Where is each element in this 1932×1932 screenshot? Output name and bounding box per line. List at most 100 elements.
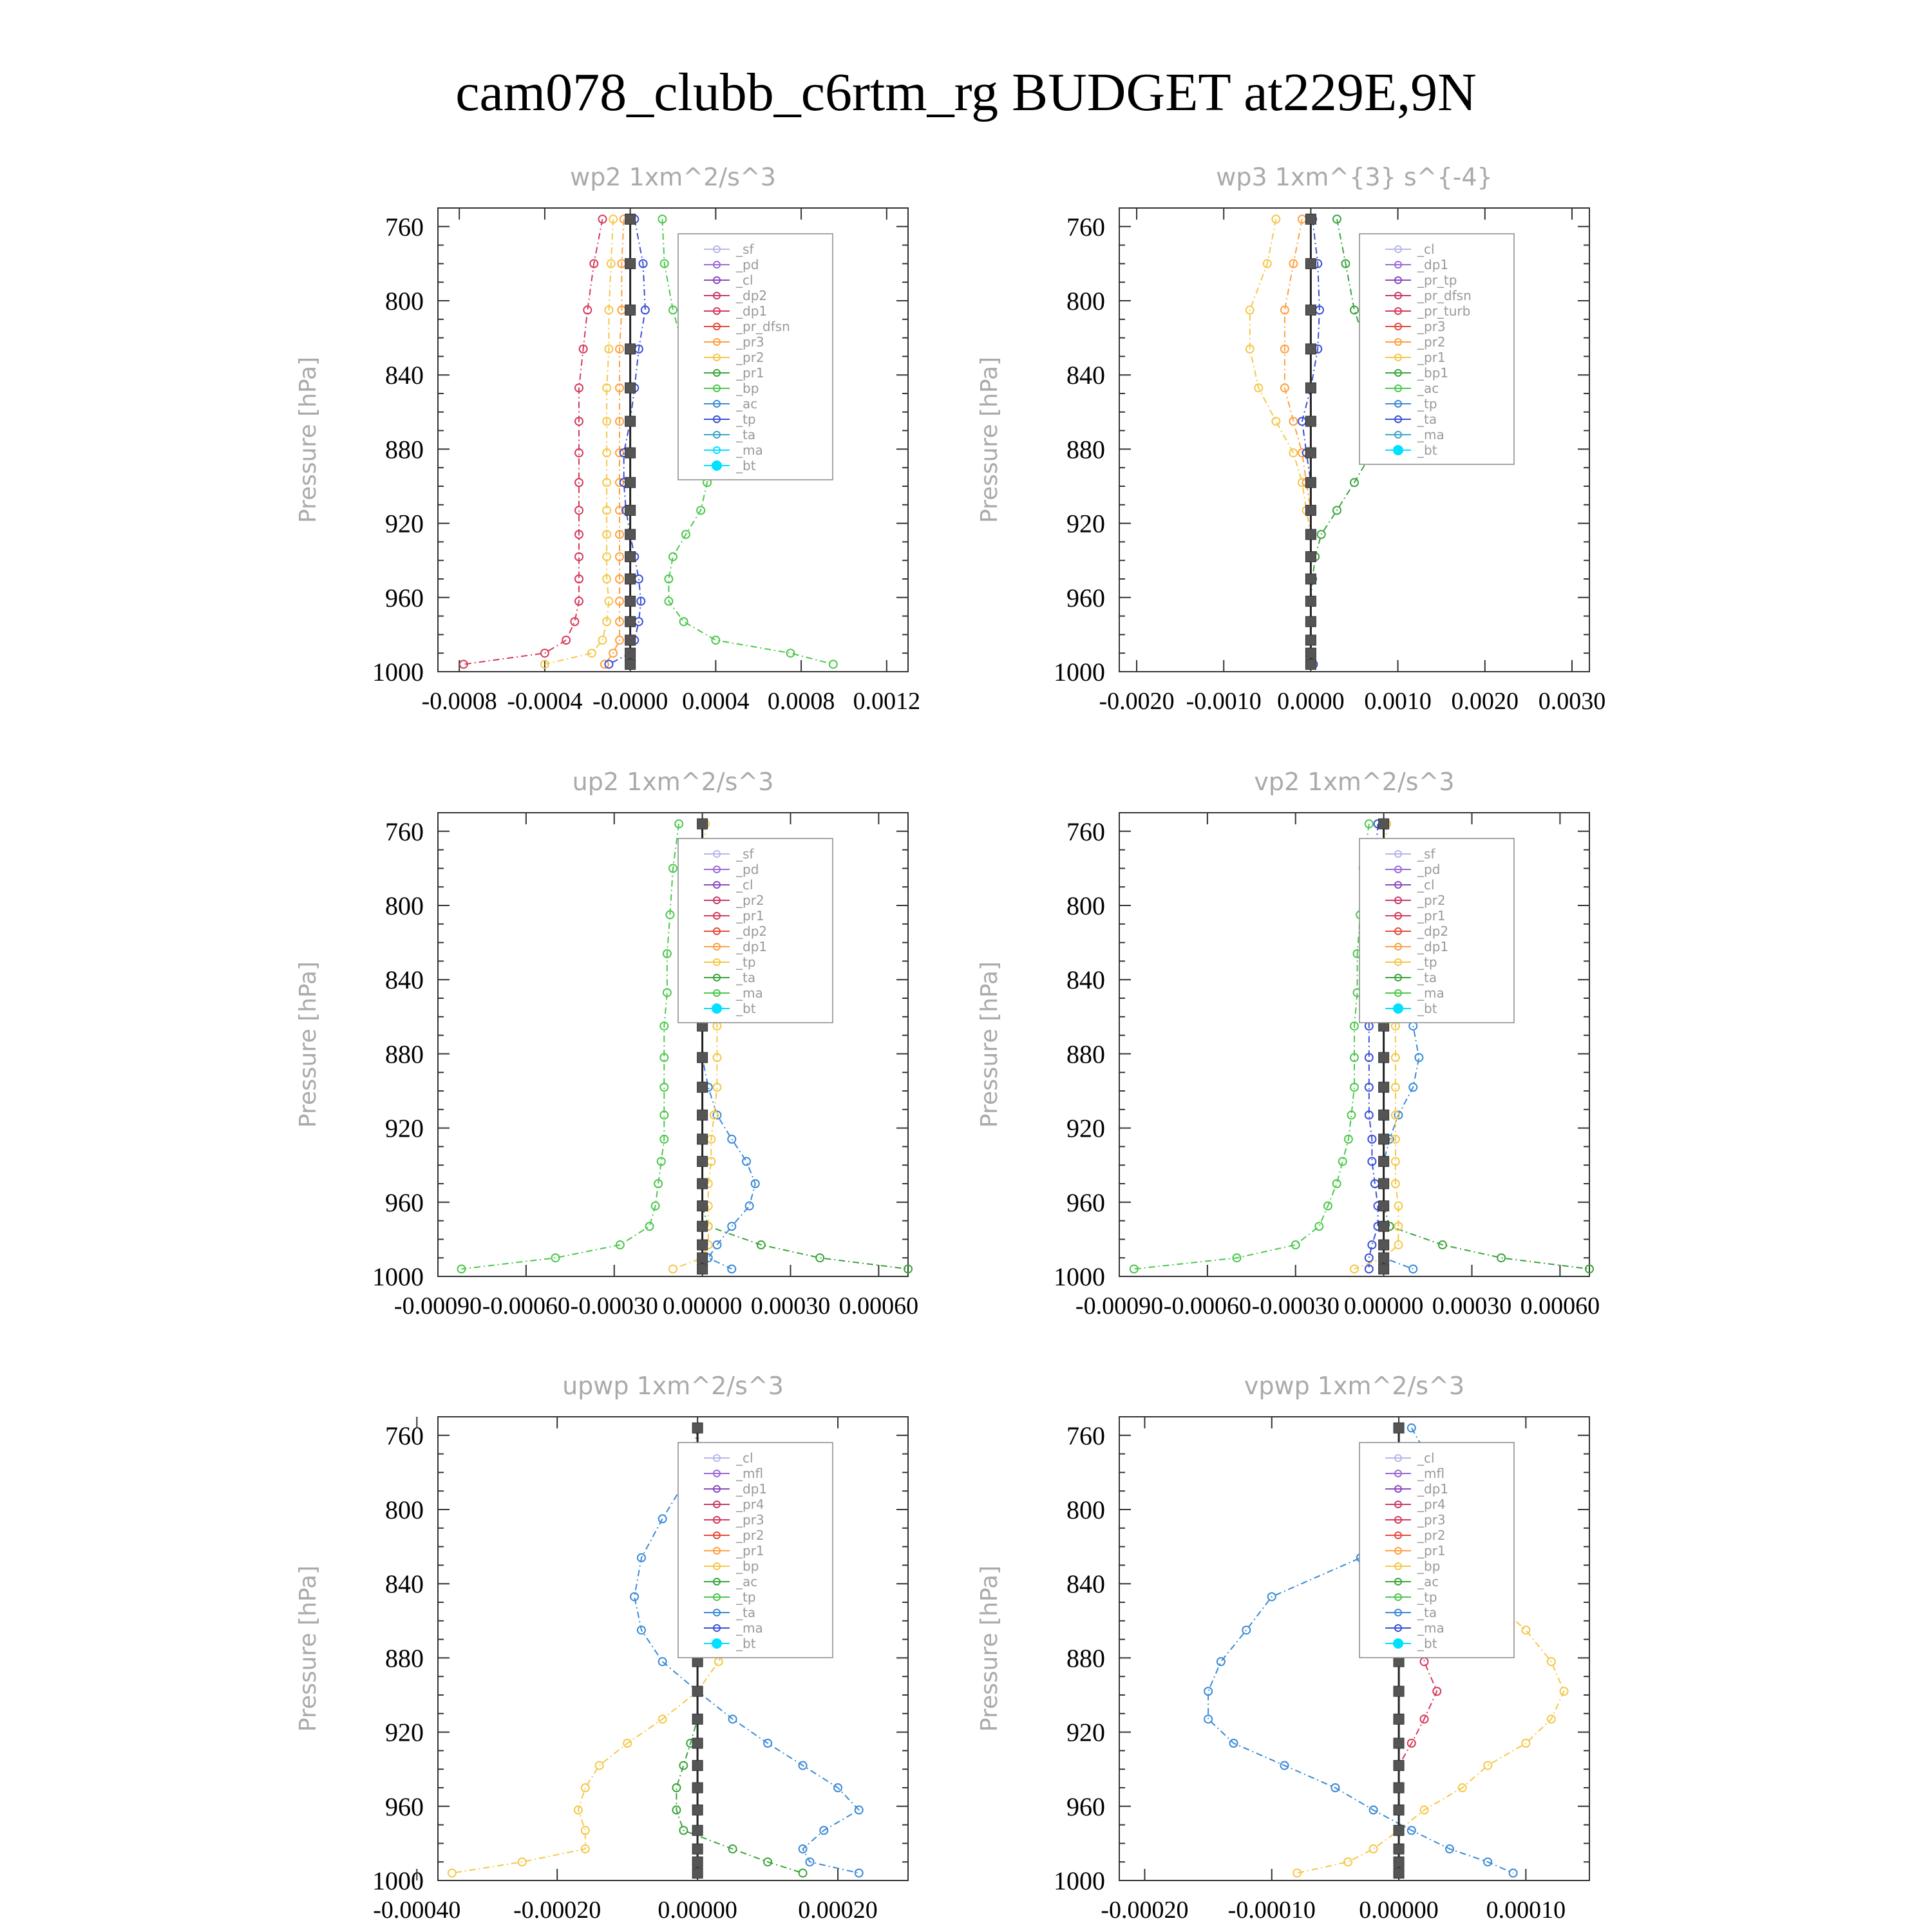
y-tick-label: 920 [1066,509,1105,538]
data-point [606,259,616,269]
data-point [1394,1240,1403,1250]
data-point [1390,1157,1400,1166]
data-point [609,649,618,658]
y-axis-label: Pressure [hPa] [976,961,1003,1128]
data-point [658,1514,667,1524]
legend-label: _cl [1417,877,1435,893]
legend-label: _cl [735,877,753,893]
data-point [580,1844,590,1854]
x-tick-label: -0.0008 [422,688,497,715]
legend-marker [1394,292,1402,299]
x-tick-label: -0.00090 [394,1293,482,1320]
legend-marker [712,1003,722,1014]
data-point [1378,1263,1390,1274]
legend-label: _cl [735,1450,753,1466]
data-point [1364,819,1374,829]
data-point [1432,1687,1442,1696]
data-point [1305,647,1316,659]
data-point [1393,1804,1405,1816]
data-point [602,478,612,488]
data-point [662,949,672,958]
data-point [1367,1157,1377,1166]
data-point [1332,1179,1341,1188]
data-point [640,305,650,315]
data-point [645,1222,654,1231]
data-point [819,1826,829,1835]
data-point [625,415,636,427]
y-tick-label: 880 [1066,1039,1105,1068]
data-point [1338,1157,1347,1166]
legend-marker [1394,974,1402,981]
legend-label: _pd [735,862,759,877]
data-point [1394,1201,1403,1211]
data-point [1204,1687,1213,1696]
legend-marker [713,1547,721,1555]
data-point [904,1264,913,1274]
legend-label: _ma [1417,985,1444,1001]
legend-marker [1394,1578,1402,1586]
data-point [625,647,636,659]
data-point [623,1738,632,1748]
legend-marker [1394,850,1402,858]
legend-marker [1394,1470,1402,1477]
data-point [1378,1052,1390,1063]
data-point [1289,259,1298,269]
data-point [1364,1264,1374,1274]
data-point [1305,616,1316,627]
legend-marker [713,431,721,439]
legend-marker [713,1531,721,1539]
data-point [1393,1685,1405,1697]
data-point [1408,1083,1418,1092]
data-point [662,988,672,998]
y-tick-label: 960 [1066,583,1105,612]
data-point [615,344,625,354]
x-tick-label: -0.00020 [1101,1897,1188,1924]
data-point [1291,1240,1300,1250]
page-title: cam078_clubb_c6rtm_rg BUDGET at229E,9N [455,62,1477,122]
legend-marker [1394,1501,1402,1508]
x-tick-label: 0.00010 [1486,1897,1566,1924]
data-point [692,1738,703,1749]
data-point [580,1783,590,1792]
data-point [1305,213,1316,225]
data-point [805,1857,815,1867]
data-point [658,1657,667,1667]
plot-frame [437,1416,909,1881]
data-point [602,383,612,393]
data-point [1483,1761,1493,1770]
data-point [574,574,583,583]
data-point [625,504,636,516]
y-tick-label: 760 [1066,1421,1105,1450]
data-point [742,1157,752,1166]
legend-label: _ta [735,1605,755,1620]
y-tick-label: 800 [385,1495,424,1524]
legend-marker [1394,912,1402,920]
data-point [598,636,607,645]
legend-marker [1394,431,1402,439]
legend-label: _pr2 [735,893,764,908]
data-point [697,1155,708,1167]
legend-marker [1394,323,1402,330]
legend-marker [713,400,721,408]
data-point [1546,1714,1556,1724]
series-line [461,824,680,1270]
legend-marker [713,307,721,315]
data-point [1350,1083,1359,1092]
legend-label: _ta [735,970,755,985]
data-point [604,659,614,669]
data-point [1378,1133,1390,1145]
series-line [604,219,625,665]
data-point [1332,506,1341,515]
legend-marker [1394,1454,1402,1462]
data-point [727,1134,737,1144]
legend-label: _pr2 [1417,893,1446,908]
data-point [1546,1657,1556,1667]
y-tick-label: 1000 [372,1866,424,1895]
data-point [712,1083,722,1092]
legend-marker [713,1609,721,1616]
data-point [1393,1422,1405,1434]
data-point [697,1200,708,1212]
y-axis-label: Pressure [hPa] [295,961,321,1128]
data-point [650,1201,660,1211]
data-point [679,1761,688,1770]
